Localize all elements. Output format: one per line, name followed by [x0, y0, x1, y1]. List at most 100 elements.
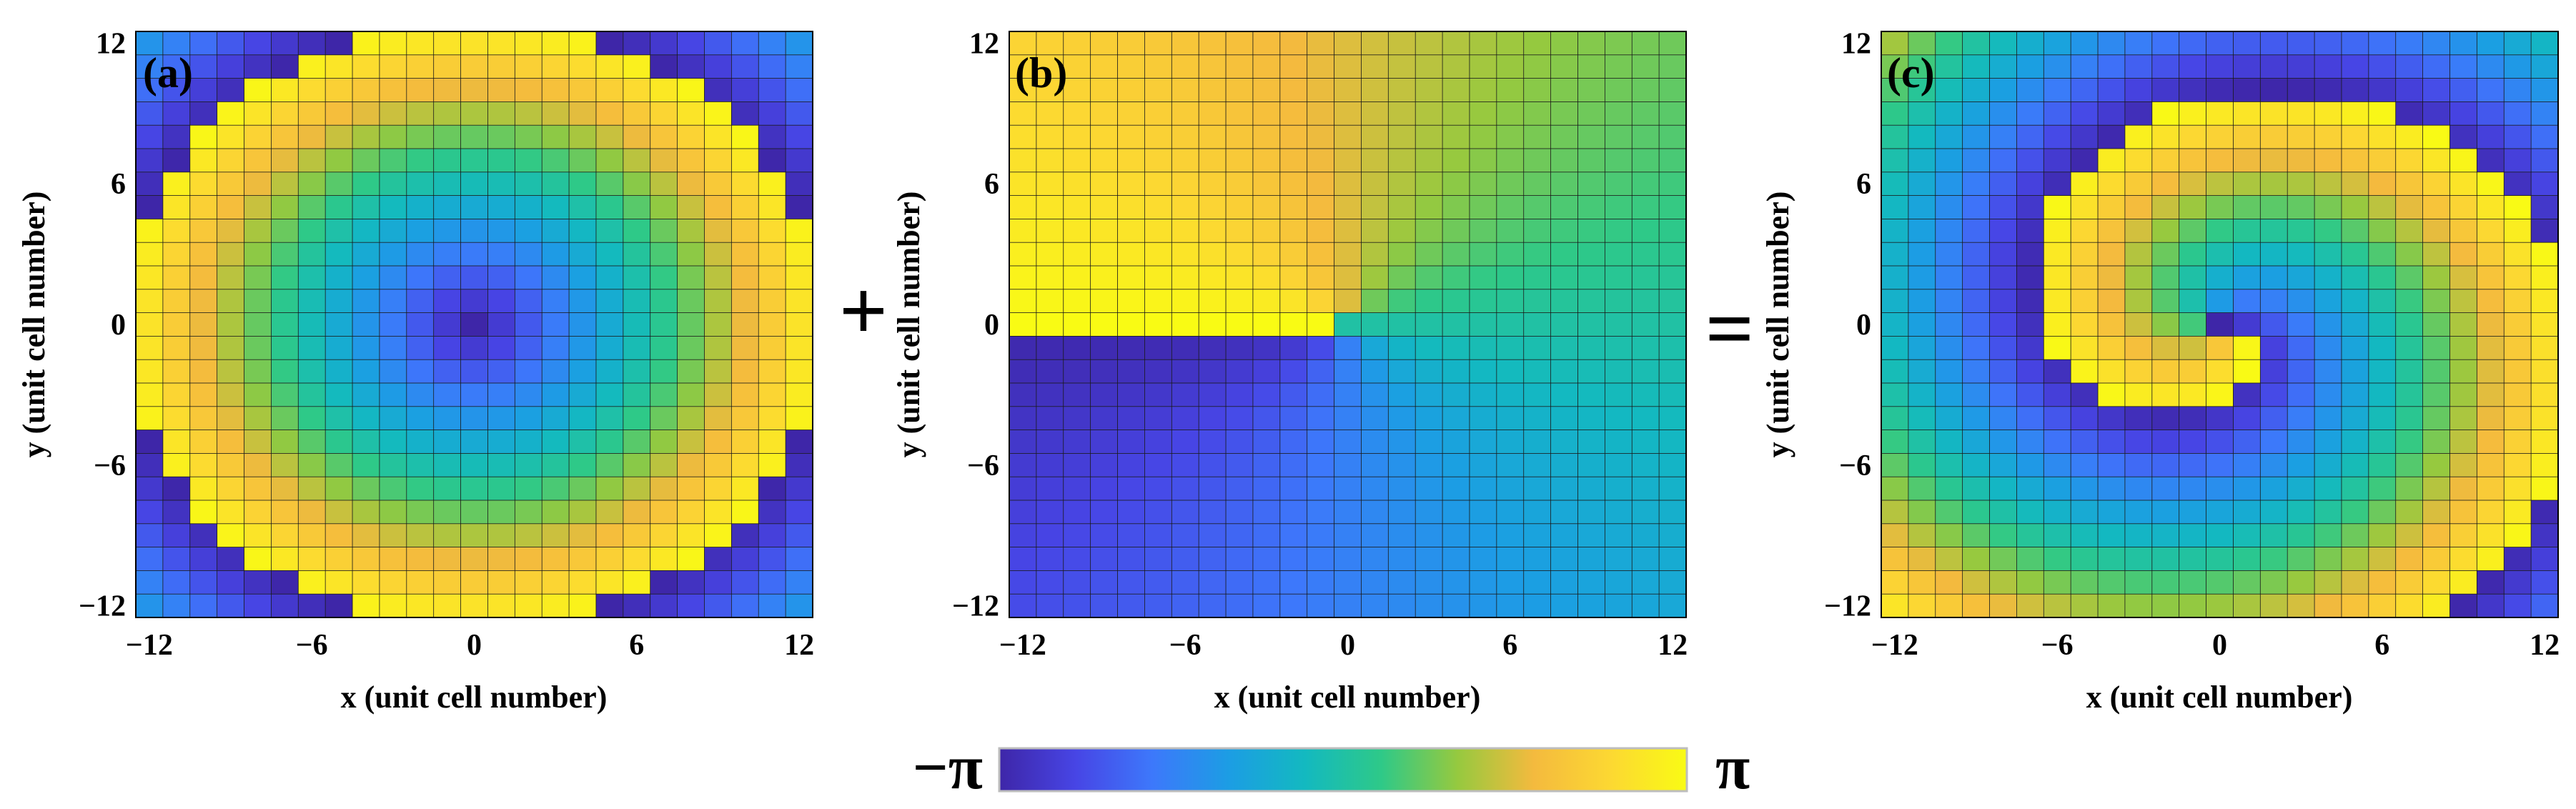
heatmap-cell: [1387, 265, 1416, 290]
heatmap-cell: [541, 593, 570, 618]
heatmap-cell: [1442, 476, 1470, 501]
heatmap-cell: [244, 547, 272, 572]
heatmap-cell: [2206, 54, 2234, 79]
heatmap-cell: [379, 430, 407, 455]
heatmap-cell: [487, 242, 516, 267]
heatmap-cell: [1550, 312, 1579, 337]
heatmap-cell: [2422, 430, 2451, 455]
heatmap-cell: [2287, 31, 2315, 56]
heatmap-cell: [1307, 406, 1335, 431]
heatmap-cell: [758, 476, 786, 501]
heatmap-cell: [2151, 312, 2180, 337]
heatmap-cell: [379, 406, 407, 431]
heatmap-cell: [785, 289, 813, 314]
heatmap-cell: [1989, 218, 2018, 243]
heatmap-cell: [1334, 523, 1362, 548]
heatmap-cell: [270, 124, 299, 149]
heatmap-cell: [2151, 124, 2180, 149]
heatmap-cell: [1117, 570, 1146, 595]
heatmap-cell: [1604, 148, 1633, 173]
heatmap-cell: [2422, 476, 2451, 501]
heatmap-cell: [1908, 500, 1936, 525]
heatmap-cell: [1989, 148, 2018, 173]
heatmap-cell: [1604, 195, 1633, 220]
heatmap-cell: [1307, 218, 1335, 243]
heatmap-cell: [1387, 476, 1416, 501]
heatmap-cell: [1658, 382, 1687, 407]
heatmap-cell: [2179, 476, 2207, 501]
heatmap-cell: [568, 265, 597, 290]
y-tick-label: 12: [96, 27, 126, 60]
heatmap-cell: [270, 172, 299, 197]
heatmap-cell: [1658, 218, 1687, 243]
heatmap-cell: [2259, 430, 2288, 455]
heatmap-cell: [568, 406, 597, 431]
heatmap-cell: [1198, 218, 1227, 243]
heatmap-cell: [2503, 547, 2532, 572]
heatmap-cell: [162, 172, 191, 197]
heatmap-cell: [460, 500, 489, 525]
heatmap-cell: [785, 124, 813, 149]
heatmap-cell: [1577, 78, 1606, 103]
heatmap-cell: [2422, 31, 2451, 56]
heatmap-cell: [2043, 500, 2071, 525]
heatmap-cell: [1361, 78, 1389, 103]
y-tick-label: −6: [94, 450, 126, 482]
heatmap-cell: [1881, 195, 1909, 220]
heatmap-cell: [2043, 476, 2071, 501]
heatmap-cell: [2449, 570, 2478, 595]
heatmap-cell: [2259, 547, 2288, 572]
heatmap-cell: [650, 593, 678, 618]
heatmap-cell: [433, 382, 462, 407]
x-tick-label: 12: [784, 629, 814, 662]
heatmap-cell: [1989, 78, 2018, 103]
heatmap-cell: [2070, 124, 2099, 149]
heatmap-cell: [2233, 453, 2262, 477]
heatmap-cell: [1881, 547, 1909, 572]
heatmap-cell: [1144, 124, 1172, 149]
heatmap-cell: [297, 500, 326, 525]
heatmap-cell: [2206, 312, 2234, 337]
heatmap-cell: [1387, 335, 1416, 360]
heatmap-cell: [623, 242, 651, 267]
heatmap-cell: [1935, 148, 1963, 173]
heatmap-cell: [2530, 78, 2559, 103]
heatmap-cell: [1334, 195, 1362, 220]
heatmap-cell: [2449, 500, 2478, 525]
heatmap-cell: [2259, 195, 2288, 220]
heatmap-cell: [541, 195, 570, 220]
heatmap-cell: [514, 148, 543, 173]
heatmap-cell: [1387, 124, 1416, 149]
heatmap-cell: [2124, 172, 2153, 197]
heatmap-cell: [785, 195, 813, 220]
heatmap-cell: [1036, 570, 1064, 595]
heatmap-cell: [2287, 430, 2315, 455]
heatmap-cell: [785, 31, 813, 56]
heatmap-cell: [217, 523, 245, 548]
heatmap-cell: [1989, 359, 2018, 384]
heatmap-cell: [2449, 430, 2478, 455]
heatmap-cell: [2476, 172, 2505, 197]
heatmap-cell: [1658, 359, 1687, 384]
heatmap-cell: [1604, 500, 1633, 525]
heatmap-cell: [2151, 148, 2180, 173]
heatmap-cell: [1252, 242, 1281, 267]
heatmap-cell: [1063, 335, 1091, 360]
heatmap-cell: [1307, 453, 1335, 477]
heatmap-cell: [244, 148, 272, 173]
heatmap-cell: [2151, 523, 2180, 548]
heatmap-cell: [189, 312, 218, 337]
heatmap-cell: [135, 382, 164, 407]
heatmap-cell: [730, 523, 759, 548]
heatmap-cell: [623, 54, 651, 79]
heatmap-cell: [1361, 500, 1389, 525]
heatmap-cell: [1496, 124, 1525, 149]
heatmap-cell: [2287, 547, 2315, 572]
heatmap-cell: [162, 312, 191, 337]
heatmap-cell: [2503, 195, 2532, 220]
heatmap-cell: [1523, 31, 1552, 56]
heatmap-cell: [2287, 476, 2315, 501]
heatmap-cell: [2206, 172, 2234, 197]
heatmap-cell: [2016, 195, 2044, 220]
heatmap-cell: [1962, 500, 1991, 525]
